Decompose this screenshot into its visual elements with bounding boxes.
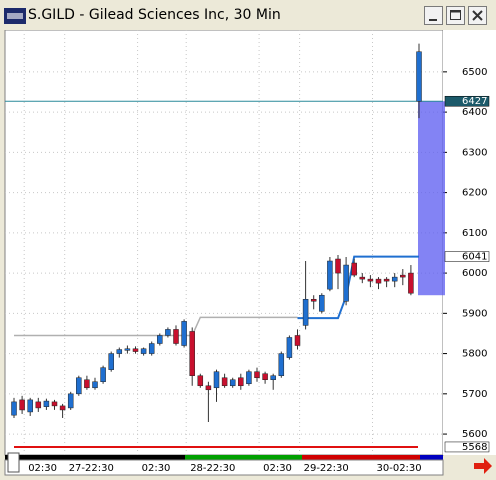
candle-body [189, 331, 195, 376]
close-button[interactable] [468, 6, 487, 25]
candle-body [19, 399, 25, 411]
candle-body [92, 381, 98, 389]
candle-body [84, 379, 90, 389]
candle-body [383, 278, 390, 282]
candle-body [197, 375, 204, 387]
x-tick-label: 30-02:30 [377, 463, 422, 474]
candle-body [286, 337, 293, 358]
level-label: 6427 [462, 96, 487, 107]
candle-body [51, 401, 58, 407]
highlight-zone [418, 101, 445, 296]
y-tick-label: 6500 [462, 67, 487, 78]
candle-body [278, 353, 285, 376]
level-label-box [444, 441, 490, 453]
candle-body [367, 278, 374, 282]
candle-body [254, 371, 260, 378]
candle-body [165, 329, 171, 336]
candle-body [116, 349, 123, 354]
candle-body [108, 353, 114, 370]
candle-body [67, 393, 74, 409]
title-bar: S.GILD - Gilead Sciences Inc, 30 Min [0, 0, 496, 30]
candle-body [327, 260, 333, 290]
candle-body [205, 385, 212, 391]
candle-body [400, 274, 406, 278]
y-tick-label: 5900 [462, 308, 487, 319]
candle-body [124, 348, 131, 351]
y-tick-label: 5800 [462, 349, 487, 360]
candle-body [173, 329, 179, 344]
candle-body [76, 377, 82, 395]
x-tick-label: 29-22:30 [304, 463, 349, 474]
level-label: 5568 [462, 442, 487, 453]
y-tick-label: 6000 [462, 268, 487, 279]
candle-body [100, 367, 106, 383]
candle-body [221, 377, 228, 387]
candle-body [302, 298, 309, 326]
chart: 5600 5700 5800 5900 6000 6100 6200 6300 6400 6500… [4, 30, 496, 476]
session-bar [185, 455, 302, 460]
candle-body [335, 258, 341, 274]
overlay-line [297, 255, 419, 320]
candle-body [43, 400, 50, 407]
y-tick-label: 6400 [462, 107, 487, 118]
scroll-right-arrow[interactable] [474, 458, 492, 474]
maximize-button[interactable] [446, 6, 465, 25]
candle-body [343, 264, 349, 302]
candle-body [359, 276, 366, 280]
x-tick-label: 02:30 [142, 463, 171, 474]
level-label-box [444, 95, 490, 107]
plot-area [4, 30, 444, 456]
candle-body [35, 401, 42, 409]
candle-body [157, 335, 163, 344]
x-tick-label: 02:30 [28, 463, 57, 474]
minimize-button[interactable] [424, 6, 443, 25]
time-axis [4, 459, 444, 476]
candle-body [238, 377, 244, 387]
x-tick-label: 28-22:30 [190, 463, 235, 474]
candle-body [229, 379, 236, 387]
session-bar [302, 455, 420, 460]
candle-body [319, 294, 325, 312]
y-tick-label: 6100 [462, 228, 487, 239]
x-tick-label: 27-22:30 [69, 463, 114, 474]
candle-body [262, 373, 268, 380]
candle-body [375, 278, 382, 284]
candle-body [59, 405, 66, 411]
candle-body [140, 348, 147, 354]
y-tick-label: 6200 [462, 188, 487, 199]
candle-body [351, 262, 357, 276]
candle-body [391, 276, 398, 282]
candle-body [27, 399, 33, 413]
level-label: 6041 [462, 252, 487, 263]
y-tick-label: 5600 [462, 429, 487, 440]
overlay-line [14, 316, 298, 337]
session-bar [420, 455, 443, 460]
candle-body [294, 335, 301, 346]
candle-body [310, 298, 317, 302]
level-label-box [444, 251, 490, 262]
scroll-box[interactable] [7, 452, 20, 473]
app-icon [4, 8, 26, 24]
candle-body [270, 375, 276, 380]
candle-body [408, 272, 414, 294]
candle-body [148, 343, 155, 354]
candle-body [246, 371, 252, 385]
window-title: S.GILD - Gilead Sciences Inc, 30 Min [28, 7, 281, 23]
x-tick-label: 02:30 [263, 463, 292, 474]
candle-body [416, 51, 422, 102]
candle-body [132, 348, 139, 352]
y-tick-label: 6300 [462, 147, 487, 158]
candle-body [11, 401, 17, 416]
candle-body [213, 371, 220, 389]
candle-body [181, 321, 187, 346]
y-tick-label: 5700 [462, 389, 487, 400]
